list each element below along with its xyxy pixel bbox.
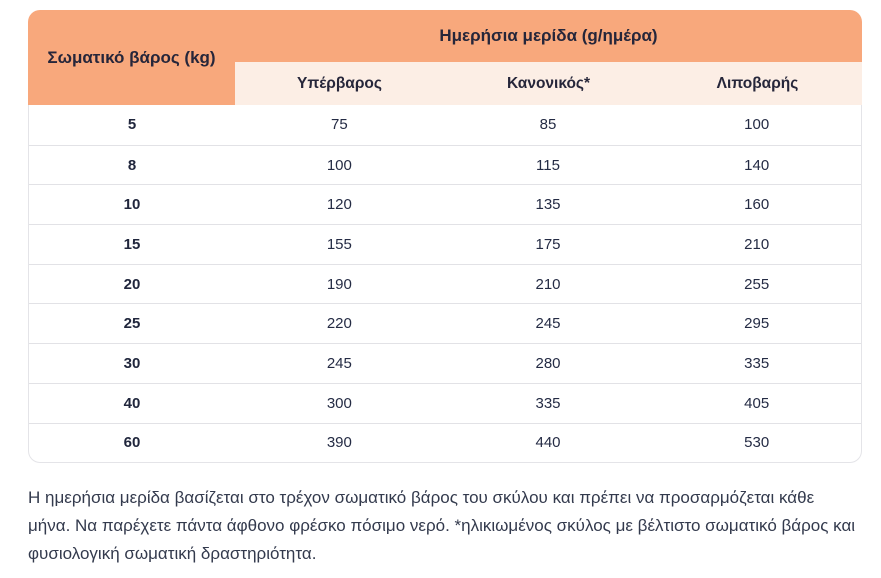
portion-value-cell: 115	[536, 156, 560, 174]
portion-value-cell: 100	[744, 116, 770, 134]
portion-value-cell: 335	[744, 354, 770, 372]
portion-value-cell: 120	[326, 196, 352, 214]
subheader-overweight: Υπέρβαρος	[297, 74, 382, 92]
subheader-normal: Κανονικός*	[506, 74, 591, 92]
portion-value-cell: 390	[326, 434, 352, 452]
portion-value-cell: 155	[326, 235, 352, 253]
portion-value-cell: 335	[535, 394, 561, 412]
daily-portion-header-group: Ημερήσια μερίδα (g/ημέρα) Υπέρβαρος Κανο…	[235, 10, 862, 105]
daily-portion-header-cell: Ημερήσια μερίδα (g/ημέρα)	[235, 10, 862, 62]
body-weight-header-cell: Σωματικό βάρος (kg)	[28, 10, 235, 105]
table-row: 25 220 245 295	[29, 303, 861, 343]
subheader-underweight: Λιποβαρής	[716, 74, 799, 92]
table-row: 5 75 85 100	[29, 105, 861, 145]
table-row: 15 155 175 210	[29, 224, 861, 264]
feeding-guide-table: Σωματικό βάρος (kg) Ημερήσια μερίδα (g/η…	[28, 10, 862, 464]
portion-value-cell: 175	[535, 235, 561, 253]
portion-value-cell: 190	[326, 275, 352, 293]
weight-cell: 10	[123, 196, 141, 214]
portion-value-cell: 85	[539, 116, 557, 134]
portion-value-cell: 245	[535, 315, 561, 333]
weight-cell: 30	[123, 354, 141, 372]
table-row: 8 100 115 140	[29, 144, 861, 185]
portion-value-cell: 255	[744, 275, 770, 293]
portion-value-cell: 245	[326, 354, 352, 372]
portion-value-cell: 530	[744, 434, 770, 452]
table-header: Σωματικό βάρος (kg) Ημερήσια μερίδα (g/η…	[28, 10, 862, 105]
weight-cell: 40	[123, 394, 141, 412]
weight-cell: 20	[123, 275, 141, 293]
portion-value-cell: 210	[535, 275, 561, 293]
portion-value-cell: 440	[535, 434, 561, 452]
weight-cell: 5	[127, 116, 137, 134]
portion-value-cell: 75	[330, 116, 348, 134]
condition-subheader-row: Υπέρβαρος Κανονικός* Λιποβαρής	[235, 62, 862, 105]
portion-value-cell: 160	[744, 196, 770, 214]
weight-cell: 15	[123, 235, 141, 253]
feeding-footnote: Η ημερήσια μερίδα βασίζεται στο τρέχον σ…	[28, 488, 856, 563]
portion-value-cell: 140	[744, 156, 770, 174]
table-row: 20 190 210 255	[29, 263, 861, 304]
portion-value-cell: 135	[535, 196, 561, 214]
portion-value-cell: 295	[744, 315, 770, 333]
portion-value-cell: 300	[326, 394, 352, 412]
table-row: 40 300 335 405	[29, 382, 861, 423]
weight-cell: 60	[123, 434, 141, 452]
portion-value-cell: 405	[744, 394, 770, 412]
weight-cell: 25	[123, 315, 141, 333]
table-row: 60 390 440 530	[29, 422, 861, 463]
table-row: 30 245 280 335	[29, 343, 861, 383]
portion-value-cell: 210	[744, 235, 770, 253]
table-row: 10 120 135 160	[29, 184, 861, 224]
portion-value-cell: 100	[326, 156, 352, 174]
weight-cell: 8	[127, 156, 137, 174]
portion-value-cell: 280	[535, 354, 561, 372]
portion-value-cell: 220	[326, 315, 352, 333]
table-body: 5 75 85 100 8 100 115 140 10 120 135 160 15 155 175 210…	[28, 105, 862, 464]
